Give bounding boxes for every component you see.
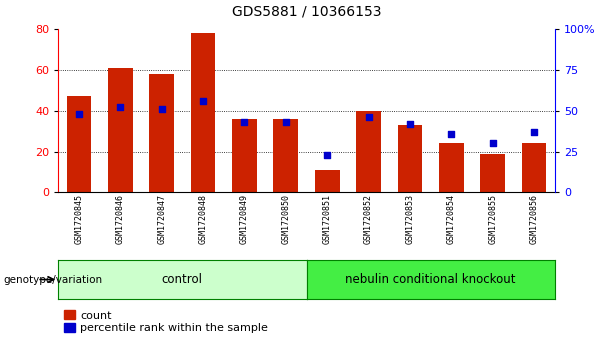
Bar <box>273 119 298 192</box>
Point <box>74 111 84 117</box>
Bar <box>481 154 505 192</box>
Bar <box>149 74 174 192</box>
Point <box>488 140 498 146</box>
Legend: count, percentile rank within the sample: count, percentile rank within the sample <box>64 310 268 334</box>
Bar <box>397 125 422 192</box>
Bar <box>356 111 381 192</box>
Text: GSM1720850: GSM1720850 <box>281 195 291 244</box>
Bar <box>522 143 547 192</box>
Point <box>157 106 167 112</box>
Bar <box>315 170 340 192</box>
Text: GDS5881 / 10366153: GDS5881 / 10366153 <box>232 4 381 18</box>
Text: GSM1720853: GSM1720853 <box>405 195 414 244</box>
Bar <box>66 97 91 192</box>
Text: GSM1720856: GSM1720856 <box>530 195 539 244</box>
Text: GSM1720852: GSM1720852 <box>364 195 373 244</box>
Point <box>529 129 539 135</box>
Text: GSM1720855: GSM1720855 <box>488 195 497 244</box>
Text: GSM1720851: GSM1720851 <box>322 195 332 244</box>
Point <box>322 152 332 158</box>
Point <box>405 121 415 127</box>
Point <box>115 105 125 110</box>
Point <box>364 114 373 120</box>
Text: GSM1720849: GSM1720849 <box>240 195 249 244</box>
Text: genotype/variation: genotype/variation <box>3 274 102 285</box>
Text: GSM1720846: GSM1720846 <box>116 195 125 244</box>
Text: GSM1720845: GSM1720845 <box>74 195 83 244</box>
Point <box>281 119 291 125</box>
Point <box>446 131 456 136</box>
Bar <box>439 143 463 192</box>
Text: GSM1720847: GSM1720847 <box>157 195 166 244</box>
Text: GSM1720848: GSM1720848 <box>199 195 208 244</box>
Text: control: control <box>162 273 203 286</box>
Text: GSM1720854: GSM1720854 <box>447 195 456 244</box>
Text: nebulin conditional knockout: nebulin conditional knockout <box>345 273 516 286</box>
Point <box>240 119 249 125</box>
Bar <box>191 33 216 192</box>
Bar <box>108 68 132 192</box>
Point <box>198 98 208 104</box>
Bar <box>232 119 257 192</box>
